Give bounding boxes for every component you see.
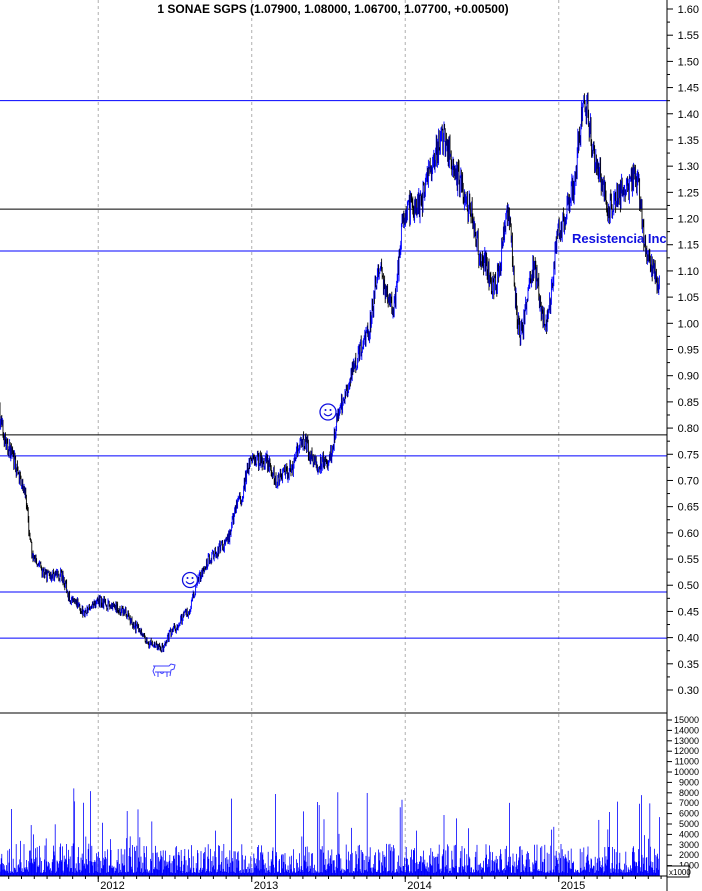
volume-axis: 1500014000130001200011000100009000800070… (667, 715, 699, 871)
svg-text:x1000: x1000 (669, 868, 691, 877)
x-tick-label: 2014 (407, 880, 431, 891)
price-tick-label: 1.35 (678, 135, 699, 147)
price-tick-label: 0.50 (678, 580, 699, 592)
price-tick-label: 0.95 (678, 345, 699, 357)
volume-tick-label: 15000 (674, 715, 699, 725)
price-tick-label: 0.75 (678, 449, 699, 461)
price-tick-label: 1.05 (678, 292, 699, 304)
x-tick-label: 2013 (254, 880, 278, 891)
smiley-icon (319, 403, 337, 421)
annotation-resistencia: Resistencia Inc (572, 231, 667, 246)
price-bars (0, 92, 660, 653)
price-tick-label: 1.40 (678, 109, 699, 121)
chart-title: 1 SONAE SGPS (1.07900, 1.08000, 1.06700,… (157, 2, 508, 16)
volume-tick-label: 13000 (674, 736, 699, 746)
price-tick-label: 1.25 (678, 187, 699, 199)
volume-tick-label: 9000 (679, 777, 699, 787)
volume-tick-label: 14000 (674, 725, 699, 735)
price-tick-label: 0.30 (678, 685, 699, 697)
price-tick-label: 0.65 (678, 502, 699, 514)
price-tick-label: 1.20 (678, 214, 699, 226)
price-tick-label: 0.70 (678, 475, 699, 487)
volume-bars (0, 788, 660, 876)
price-tick-label: 0.35 (678, 659, 699, 671)
price-tick-label: 1.50 (678, 56, 699, 68)
year-gridlines (97, 0, 560, 876)
x-axis: 2012 2013 2014 2015 (8, 876, 662, 891)
volume-tick-label: 11000 (675, 757, 699, 767)
horizontal-level-lines (0, 100, 667, 639)
price-tick-label: 1.30 (678, 161, 699, 173)
price-tick-label: 1.10 (678, 266, 699, 278)
price-tick-label: 1.15 (678, 240, 699, 252)
price-tick-label: 1.00 (678, 318, 699, 330)
price-tick-label: 0.55 (678, 554, 699, 566)
volume-tick-label: 12000 (674, 746, 699, 756)
x-tick-label: 2015 (561, 880, 585, 891)
cow-icon (152, 663, 176, 677)
smiley-icon (181, 571, 199, 589)
price-tick-label: 0.80 (678, 423, 699, 435)
price-tick-label: 1.55 (678, 30, 699, 42)
volume-tick-label: 7000 (679, 798, 699, 808)
price-axis: 1.60 1.55 1.50 1.45 1.40 1.35 1.30 1.25 1.20 1.15… (667, 4, 699, 697)
price-tick-label: 0.45 (678, 606, 699, 618)
volume-tick-label: 5000 (679, 819, 699, 829)
volume-tick-label: 4000 (679, 829, 699, 839)
volume-tick-label: 3000 (679, 840, 699, 850)
volume-tick-label: 10000 (674, 767, 699, 777)
volume-tick-label: 2000 (679, 850, 699, 860)
price-tick-label: 0.40 (678, 633, 699, 645)
price-tick-label: 0.60 (678, 528, 699, 540)
price-tick-label: 1.60 (678, 4, 699, 16)
x-tick-label: 2012 (100, 880, 124, 891)
volume-tick-label: 8000 (679, 788, 699, 798)
price-tick-label: 1.45 (678, 83, 699, 95)
price-tick-label: 0.90 (678, 371, 699, 383)
volume-tick-label: 6000 (679, 809, 699, 819)
x1000-label-box: x1000 (666, 865, 691, 878)
price-tick-label: 0.85 (678, 397, 699, 409)
